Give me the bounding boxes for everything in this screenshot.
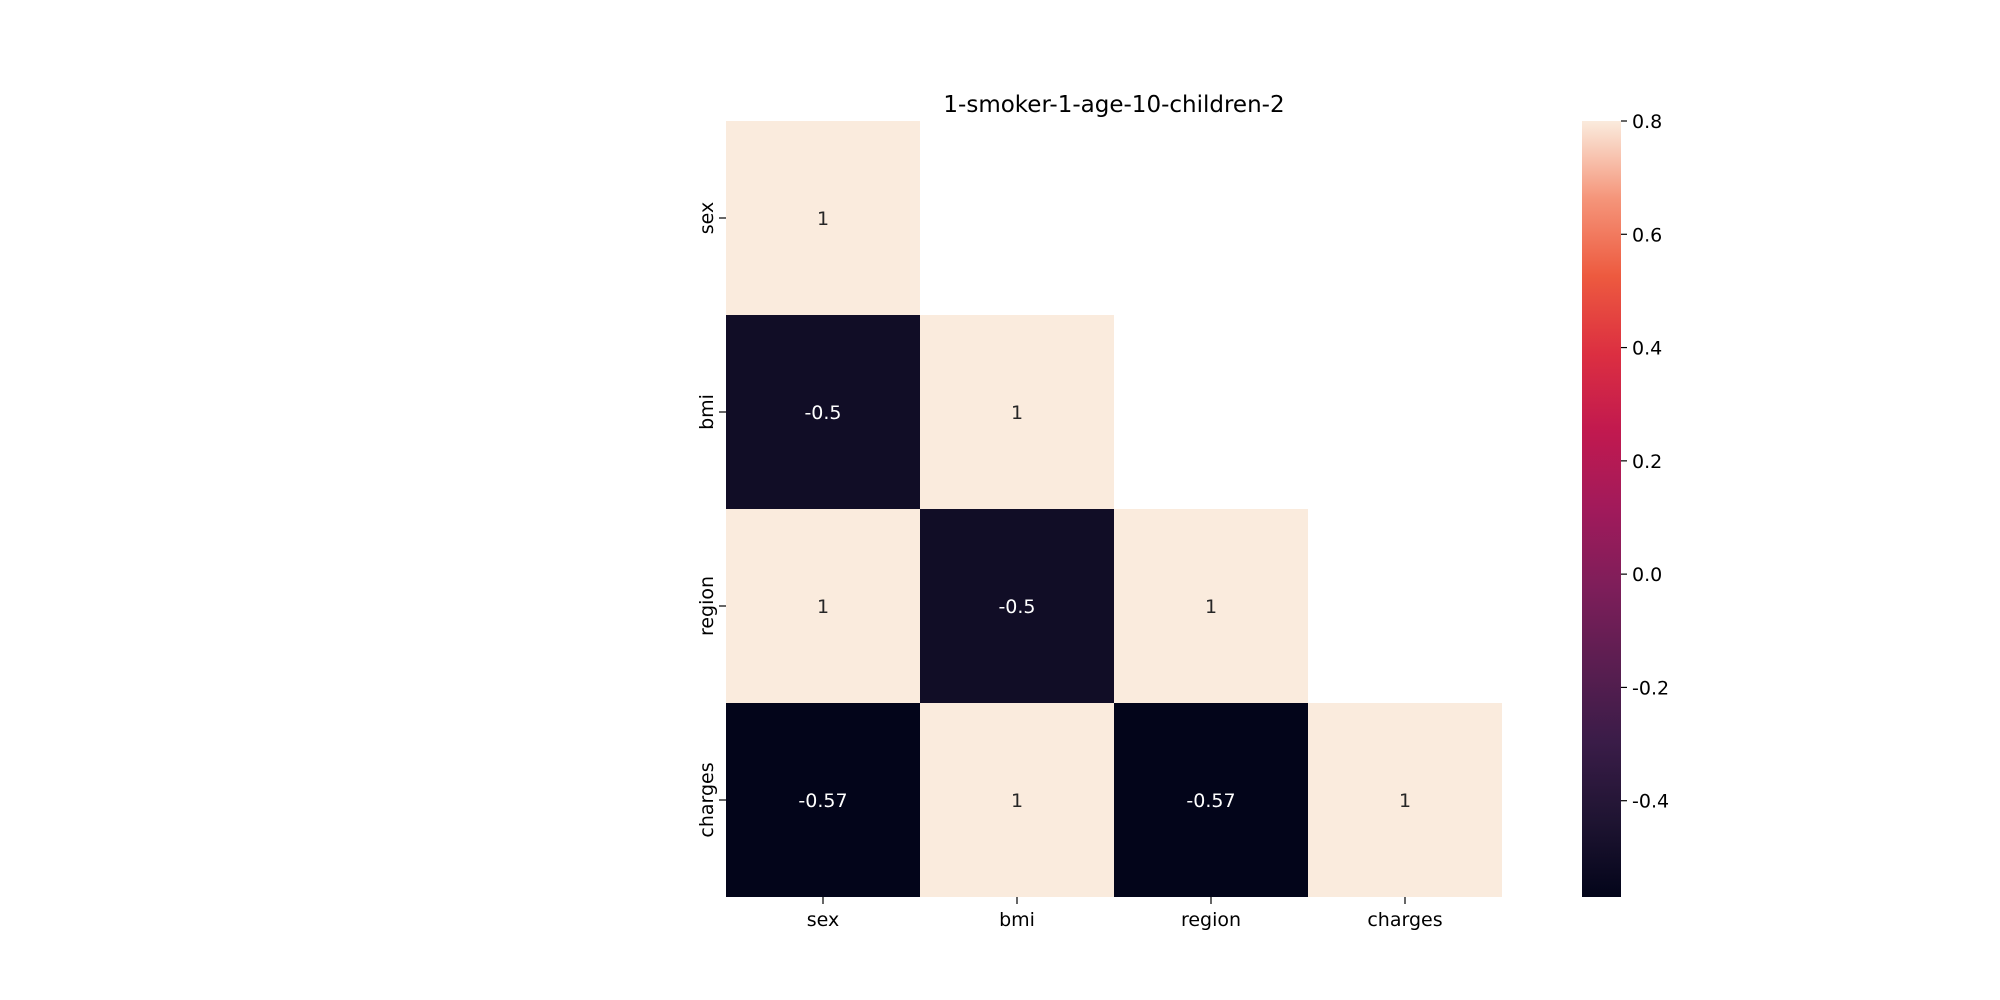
- heatmap-cell: [1114, 703, 1308, 897]
- colorbar-tick-label: 0.0: [1632, 564, 1662, 586]
- y-tick-label: charges: [696, 762, 718, 837]
- heatmap-cell: [726, 315, 920, 509]
- y-tick-label: region: [696, 576, 718, 636]
- cell-value-label: 1: [1399, 790, 1411, 812]
- x-tick-label: bmi: [999, 909, 1035, 931]
- heatmap-cell: [920, 509, 1114, 703]
- x-tick-label: region: [1181, 909, 1241, 931]
- cell-value-label: 1: [817, 208, 829, 230]
- cell-value-label: -0.57: [798, 790, 847, 812]
- colorbar-tick-label: 0.6: [1632, 224, 1662, 246]
- x-axis: sex bmi region charges: [807, 897, 1443, 931]
- heatmap-cell-labels: 1 -0.5 1 1 -0.5 1 -0.57 1 -0.57 1: [798, 208, 1411, 812]
- heatmap-cell: [920, 703, 1114, 897]
- cell-value-label: 1: [1011, 790, 1023, 812]
- heatmap-cells: [726, 121, 1502, 897]
- heatmap-cell: [726, 121, 920, 315]
- x-tick-label: sex: [807, 909, 840, 931]
- colorbar-tick-label: 0.4: [1632, 338, 1662, 360]
- heatmap-cell: [920, 315, 1114, 509]
- heatmap-cell: [1114, 509, 1308, 703]
- colorbar-tick-label: 0.2: [1632, 451, 1662, 473]
- chart-title: 1-smoker-1-age-10-children-2: [943, 92, 1284, 118]
- cell-value-label: 1: [817, 596, 829, 618]
- x-tick-label: charges: [1367, 909, 1442, 931]
- cell-value-label: -0.5: [998, 596, 1035, 618]
- heatmap-cell: [726, 509, 920, 703]
- colorbar-gradient: [1582, 121, 1621, 897]
- heatmap-cell: [726, 703, 920, 897]
- colorbar: -0.4 -0.2 0.0 0.2 0.4 0.6 0.8: [1582, 111, 1669, 897]
- colorbar-ticks: -0.4 -0.2 0.0 0.2 0.4 0.6 0.8: [1621, 111, 1669, 813]
- cell-value-label: 1: [1205, 596, 1217, 618]
- heatmap-cell: [1308, 703, 1502, 897]
- colorbar-tick-label: 0.8: [1632, 111, 1662, 133]
- y-tick-label: sex: [696, 202, 718, 235]
- y-tick-label: bmi: [696, 394, 718, 430]
- cell-value-label: -0.57: [1186, 790, 1235, 812]
- y-axis: sex bmi region charges: [696, 202, 726, 838]
- cell-value-label: 1: [1011, 402, 1023, 424]
- cell-value-label: -0.5: [804, 402, 841, 424]
- colorbar-tick-label: -0.2: [1632, 677, 1669, 699]
- colorbar-tick-label: -0.4: [1632, 791, 1669, 813]
